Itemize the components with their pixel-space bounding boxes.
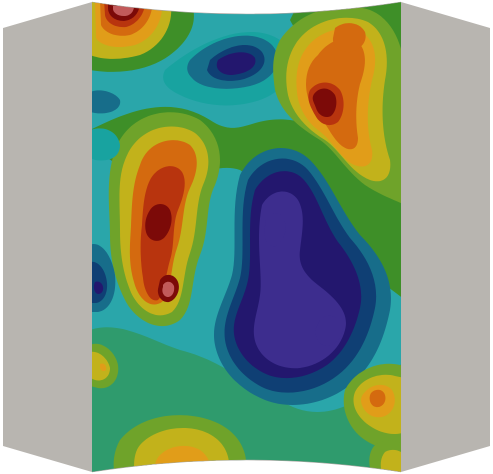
panel-bottom-edge [91, 459, 402, 473]
right-wall [401, 2, 490, 472]
left-wall [3, 2, 92, 472]
contour-field [92, 2, 401, 472]
panel-top-edge [91, 1, 402, 15]
